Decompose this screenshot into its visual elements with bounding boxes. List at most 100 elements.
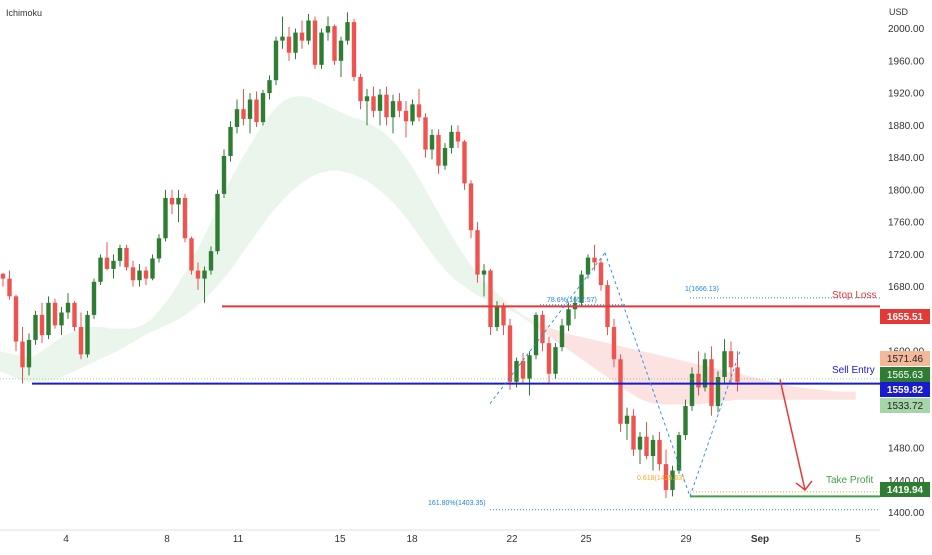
- candle-body: [390, 101, 396, 118]
- candle-body: [481, 270, 487, 275]
- candle-body: [676, 435, 682, 471]
- candle-body: [624, 415, 630, 424]
- candle-body: [143, 270, 149, 279]
- candle-body: [559, 325, 565, 348]
- candle-body: [546, 343, 552, 374]
- price-tag-sell-entry: 1559.82: [880, 382, 930, 397]
- candle-body: [254, 99, 259, 123]
- candle-body: [585, 257, 591, 275]
- y-tick-label: 1920.00: [888, 89, 925, 100]
- candle-body: [273, 40, 279, 81]
- candle-body: [514, 360, 519, 382]
- candle-body: [507, 325, 513, 382]
- candle-body: [611, 326, 617, 360]
- y-tick-label: 1680.00: [888, 282, 925, 293]
- price-tag-take-profit: 1419.94: [880, 482, 930, 497]
- candle-body: [663, 464, 669, 490]
- candle-body: [644, 436, 649, 457]
- candle-body: [410, 104, 415, 122]
- candle-body: [267, 80, 272, 94]
- candle-body: [566, 309, 571, 326]
- price-tag-sell-entry-text: 1559.82: [887, 385, 924, 396]
- x-tick-label: 5: [855, 534, 861, 545]
- candle-body: [228, 126, 233, 156]
- candle-body: [384, 94, 389, 118]
- price-tag-stop-loss-text: 1655.51: [887, 312, 924, 323]
- y-tick-label: 1960.00: [888, 56, 925, 67]
- take-profit-label: Take Profit: [826, 475, 873, 486]
- ichimoku-cloud: [0, 96, 856, 405]
- y-tick-label: 1760.00: [888, 218, 925, 229]
- candles: [0, 12, 740, 498]
- x-tick-label: Sep: [751, 534, 769, 545]
- candle-body: [377, 94, 383, 111]
- candle-body: [260, 93, 266, 123]
- candle-body: [221, 155, 227, 194]
- candle-body: [488, 270, 493, 327]
- candle-body: [364, 96, 370, 102]
- candle-body: [618, 359, 623, 424]
- candle-body: [533, 314, 539, 356]
- x-tick-label: 11: [233, 534, 244, 545]
- x-tick-label: 15: [334, 534, 346, 545]
- candle-body: [117, 247, 123, 261]
- x-tick-label: 29: [680, 534, 692, 545]
- candle-body: [728, 351, 734, 368]
- candle-body: [85, 314, 90, 355]
- y-tick-label: 1840.00: [888, 153, 925, 164]
- candle-body: [7, 278, 12, 297]
- candle-body: [26, 339, 32, 368]
- candle-body: [72, 302, 77, 327]
- y-tick-label: 2000.00: [888, 24, 925, 35]
- candle-body: [215, 193, 220, 252]
- candle-body: [104, 257, 110, 269]
- candle-body: [208, 251, 214, 271]
- price-tag-1533: 1533.72: [880, 398, 930, 413]
- price-tag-1571: 1571.46: [880, 351, 930, 366]
- candle-body: [462, 141, 467, 184]
- candle-body: [169, 197, 175, 205]
- candle-body: [637, 436, 643, 450]
- pattern-leg: [489, 252, 606, 404]
- candle-body: [312, 20, 318, 65]
- candle-body: [52, 302, 58, 326]
- candle-body: [715, 377, 721, 407]
- candle-body: [670, 470, 675, 490]
- candle-body: [202, 270, 207, 279]
- price-tag-stop-loss: 1655.51: [880, 309, 930, 324]
- candle-body: [683, 406, 688, 436]
- candle-body: [735, 367, 740, 382]
- candle-body: [293, 32, 298, 53]
- candle-body: [468, 183, 474, 231]
- candle-body: [722, 351, 727, 378]
- candle-body: [306, 20, 311, 41]
- pattern-leg: [689, 351, 741, 497]
- candle-body: [39, 314, 45, 336]
- price-tag-1565-text: 1565.63: [887, 370, 924, 381]
- candle-body: [156, 238, 162, 259]
- price-tag-1533-text: 1533.72: [887, 401, 924, 412]
- candle-body: [455, 131, 461, 142]
- candle-body: [436, 135, 441, 166]
- candle-body: [65, 302, 71, 313]
- sell-arrow-head: [795, 480, 813, 491]
- candle-body: [449, 131, 454, 148]
- candle-body: [182, 197, 188, 239]
- candle-body: [696, 373, 701, 388]
- candle-body: [371, 96, 376, 111]
- candle-body: [351, 22, 357, 77]
- candle-body: [442, 147, 448, 166]
- candle-body: [13, 296, 19, 342]
- candle-body: [150, 258, 155, 279]
- candle-body: [46, 302, 51, 336]
- candle-body: [429, 135, 435, 150]
- candle-body: [91, 281, 97, 315]
- candle-body: [475, 230, 480, 275]
- candle-body: [579, 274, 584, 303]
- candle-body: [163, 197, 168, 239]
- candle-body: [176, 197, 181, 205]
- candle-body: [124, 247, 129, 268]
- price-axis: 2000.00 1960.00 1920.00 1880.00 1840.00 1800.…: [888, 24, 925, 519]
